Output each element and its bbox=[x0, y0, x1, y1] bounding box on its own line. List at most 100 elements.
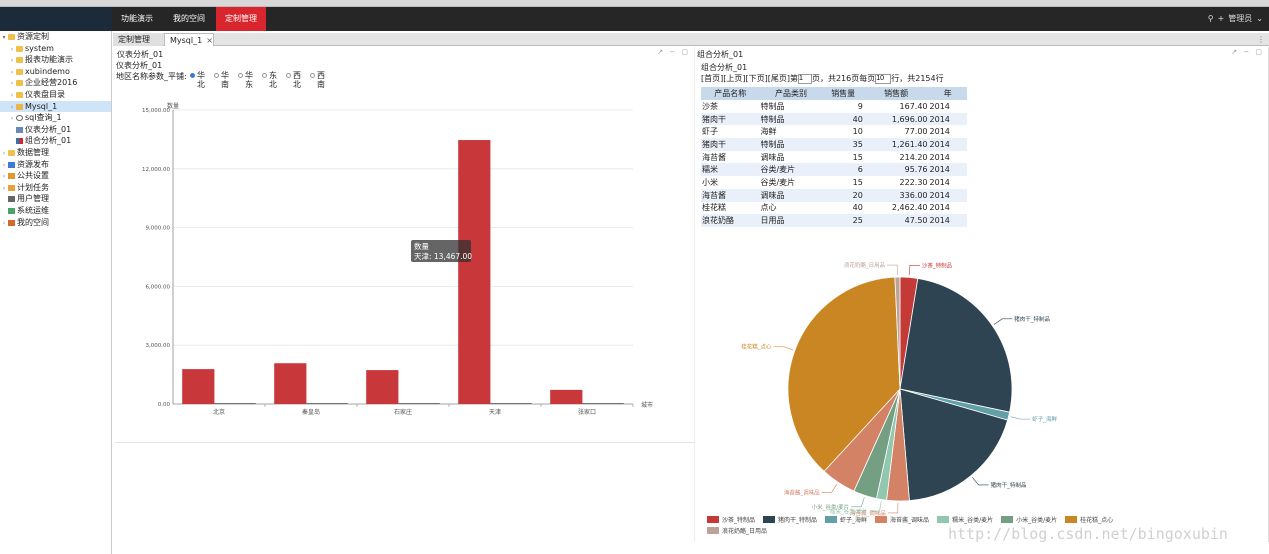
table-cell: 日用品 bbox=[759, 214, 823, 227]
sidebar-tree-item[interactable]: › 计划任务 bbox=[0, 182, 111, 194]
sidebar-tree-item[interactable]: ▾ 资源定制 bbox=[0, 31, 111, 43]
region-radio-option[interactable]: 西北 bbox=[286, 71, 306, 89]
pie-label: 浪花奶酪_日用品 bbox=[844, 261, 886, 269]
tree-item-label: 资源定制 bbox=[17, 32, 49, 41]
bar bbox=[550, 389, 583, 404]
tree-item-label: 企业经营2016 bbox=[25, 78, 78, 88]
table-cell: 15 bbox=[852, 177, 863, 187]
chevron-right-icon[interactable]: › bbox=[10, 91, 14, 99]
sidebar-tree-item[interactable]: 系统运维 bbox=[0, 205, 111, 217]
radio-dot[interactable] bbox=[286, 73, 291, 78]
legend-item[interactable]: 小米_谷类/麦片 bbox=[1001, 515, 1057, 526]
tab-mysql-1[interactable]: Mysql_1 × bbox=[164, 33, 214, 46]
search-icon[interactable]: ⚲ bbox=[1207, 14, 1214, 23]
chevron-right-icon[interactable]: › bbox=[2, 173, 6, 181]
plus-icon[interactable]: + bbox=[1217, 14, 1225, 23]
radio-dot[interactable] bbox=[262, 73, 267, 78]
chevron-down-icon[interactable]: ▾ bbox=[2, 34, 6, 41]
legend-label: 糯米_谷类/麦片 bbox=[952, 517, 994, 524]
sidebar-tree-item[interactable]: › 资源发布 bbox=[0, 159, 111, 171]
chevron-right-icon[interactable]: › bbox=[2, 161, 6, 169]
chevron-right-icon[interactable]: › bbox=[10, 103, 14, 111]
table-cell: 谷类/麦片 bbox=[759, 163, 823, 177]
chevron-right-icon[interactable]: › bbox=[10, 57, 14, 65]
sidebar-tree-item[interactable]: › xubindemo bbox=[0, 66, 111, 78]
table-pager: [首页][上页][下页][尾页]第 页，共216页每页 行，共2154行 bbox=[701, 73, 944, 84]
pager-per-page-prefix: 每页 bbox=[859, 74, 876, 83]
table-cell: 167.40 bbox=[899, 101, 928, 111]
chevron-right-icon[interactable]: › bbox=[10, 68, 14, 76]
legend-item[interactable]: 桂花糕_点心 bbox=[1065, 515, 1113, 526]
region-radio-option[interactable]: 华南 bbox=[214, 71, 234, 89]
legend-label: 小米_谷类/麦片 bbox=[1016, 517, 1058, 524]
sidebar-tree-item[interactable]: 仪表分析_01 bbox=[0, 124, 111, 136]
chevron-right-icon[interactable]: › bbox=[10, 80, 14, 88]
sidebar-tree-item[interactable]: › 我的空间 bbox=[0, 217, 111, 229]
sidebar-tree-item[interactable]: › 公共设置 bbox=[0, 170, 111, 182]
top-nav-item[interactable]: 我的空间 bbox=[173, 14, 205, 23]
table-cell: 调味品 bbox=[760, 152, 785, 162]
table-header-cell[interactable]: 产品名称 bbox=[701, 87, 760, 100]
chevron-right-icon[interactable]: › bbox=[2, 219, 6, 227]
pager-links[interactable]: [首页][上页][下页][尾页] bbox=[701, 74, 790, 83]
browser-top-strip bbox=[0, 0, 1269, 7]
chevron-down-icon[interactable]: ⌄ bbox=[1256, 14, 1263, 23]
pie-label: 沙茶_特制品 bbox=[922, 261, 953, 269]
chevron-right-icon[interactable]: › bbox=[10, 115, 14, 123]
folder-icon bbox=[16, 68, 23, 75]
radio-label: 华东 bbox=[245, 71, 253, 89]
panel-controls[interactable]: ↗ − ▢ bbox=[657, 48, 690, 56]
sidebar-tree-item[interactable]: › sql查询_1 bbox=[0, 112, 111, 124]
region-radio-option[interactable]: 华东 bbox=[238, 71, 258, 89]
sidebar-tree-item[interactable]: › system bbox=[0, 43, 111, 55]
close-icon[interactable]: × bbox=[206, 36, 213, 45]
chevron-right-icon[interactable]: › bbox=[2, 184, 6, 192]
pie-label-line bbox=[821, 483, 838, 493]
chevron-right-icon[interactable]: › bbox=[2, 149, 6, 157]
sidebar-tree-item[interactable]: › 数据管理 bbox=[0, 147, 111, 159]
table-header-cell[interactable]: 产品类别 bbox=[759, 87, 823, 100]
pie-legend: 沙茶_特制品 猪肉干_特制品 虾子_海鲜 海苔酱_调味品 糯米_谷类/麦片 小米_谷类/麦… bbox=[707, 515, 1127, 537]
region-radio-option[interactable]: 华北 bbox=[190, 71, 210, 89]
table-cell: 47.50 bbox=[863, 214, 929, 227]
table-header-cell[interactable]: 年 bbox=[928, 87, 967, 100]
pie-label: 桂花糕_点心 bbox=[741, 343, 772, 351]
legend-item[interactable]: 糯米_谷类/麦片 bbox=[937, 515, 993, 526]
table-header-cell[interactable]: 销售量 bbox=[822, 87, 864, 100]
sidebar-tree-item[interactable]: › Mysql_1 bbox=[0, 100, 111, 113]
query-icon bbox=[16, 115, 23, 122]
legend-item[interactable]: 猪肉干_特制品 bbox=[763, 515, 817, 526]
sidebar-tree-item[interactable]: › 仪表盘目录 bbox=[0, 89, 111, 101]
y-tick-label: 15,000.00 bbox=[142, 108, 170, 114]
radio-dot[interactable] bbox=[214, 73, 219, 78]
pie-slice bbox=[899, 388, 1009, 502]
rows-per-page-input[interactable] bbox=[875, 73, 892, 84]
legend-item[interactable]: 虾子_海鲜 bbox=[825, 515, 867, 526]
radio-label: 华北 bbox=[197, 71, 205, 89]
table-cell: 海鲜 bbox=[760, 127, 777, 137]
x-tick-label: 秦皇岛 bbox=[302, 408, 320, 416]
sidebar-tree-item[interactable]: 组合分析_01 bbox=[0, 135, 111, 147]
bar bbox=[366, 370, 399, 404]
tab-menu-icon[interactable]: ⋮ bbox=[1257, 35, 1265, 44]
table-header-cell[interactable]: 销售额 bbox=[863, 87, 929, 100]
user-menu[interactable]: 管理员 bbox=[1228, 14, 1253, 23]
region-radio-option[interactable]: 东北 bbox=[262, 71, 282, 89]
tree-item-label: 我的空间 bbox=[17, 217, 49, 227]
page-number-input[interactable] bbox=[797, 73, 812, 84]
legend-item[interactable]: 浪花奶酪_日用品 bbox=[707, 526, 767, 537]
panel-controls[interactable]: ↗ − ▢ bbox=[1231, 48, 1264, 56]
legend-item[interactable]: 海苔酱_调味品 bbox=[875, 515, 929, 526]
tab-custom-manage[interactable]: 定制管理 bbox=[113, 33, 163, 46]
top-nav-item[interactable]: 定制管理 bbox=[216, 7, 266, 31]
chevron-right-icon[interactable]: › bbox=[10, 45, 14, 53]
region-radio-option[interactable]: 西南 bbox=[310, 71, 330, 89]
top-nav-item[interactable]: 功能演示 bbox=[121, 14, 153, 23]
sidebar-tree-item[interactable]: › 报表功能演示 bbox=[0, 54, 111, 66]
sidebar-tree-item[interactable]: 用户管理 bbox=[0, 193, 111, 205]
legend-item[interactable]: 沙茶_特制品 bbox=[707, 515, 755, 526]
sidebar-tree-item[interactable]: › 企业经营2016 bbox=[0, 77, 111, 89]
radio-dot[interactable] bbox=[238, 73, 243, 78]
radio-dot[interactable] bbox=[190, 73, 195, 78]
radio-dot[interactable] bbox=[310, 73, 315, 78]
